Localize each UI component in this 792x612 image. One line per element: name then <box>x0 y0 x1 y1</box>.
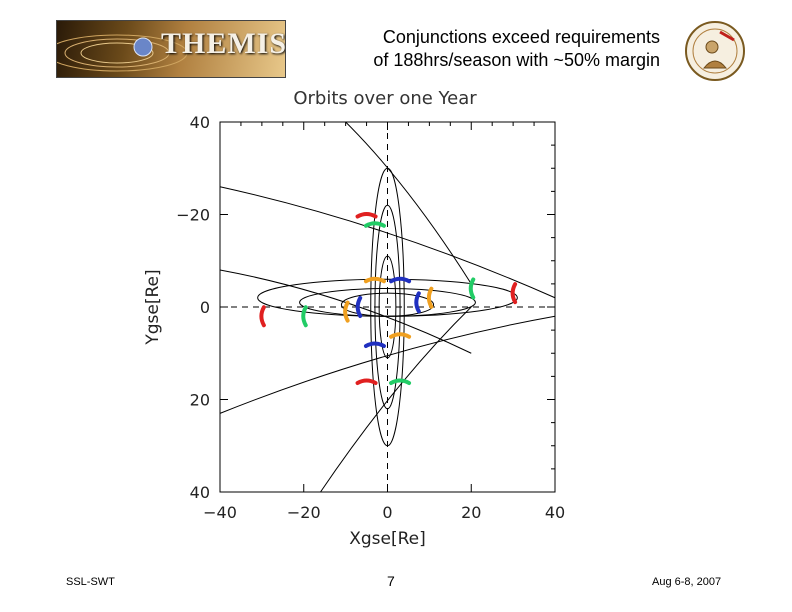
conjunction-arc-green <box>363 221 386 228</box>
x-tick-label: −20 <box>287 503 321 522</box>
field-line <box>345 121 472 285</box>
conjunction-arc-orange <box>389 332 412 339</box>
x-axis-label: Xgse[Re] <box>349 529 426 549</box>
orbit-ellipse <box>378 255 397 359</box>
slide-title: Conjunctions exceed requirements of 188h… <box>290 26 660 72</box>
x-tick-label: −40 <box>203 503 237 522</box>
conjunction-arc-green <box>301 305 308 328</box>
footer-organization: SSL-SWT <box>66 576 115 588</box>
title-line-1: Conjunctions exceed requirements <box>382 27 660 47</box>
conjunction-arc-orange <box>343 300 350 323</box>
y-tick-label: 40 <box>190 113 210 132</box>
field-line <box>219 315 556 414</box>
page-number: 7 <box>387 573 395 589</box>
y-tick-label: −20 <box>176 206 210 225</box>
chart-title: Orbits over one Year <box>293 88 477 109</box>
y-tick-label: 40 <box>190 483 210 502</box>
logo-orbit-graphic <box>57 34 188 72</box>
orbit-ellipse <box>340 292 435 317</box>
conjunction-marks <box>259 212 518 385</box>
title-line-2: of 188hrs/season with ~50% margin <box>373 50 660 70</box>
conjunction-arc-blue <box>414 291 421 314</box>
conjunction-arc-red <box>510 282 518 305</box>
conjunction-arc-orange <box>363 276 386 284</box>
orbits-chart: Orbits over one Year −4040−20200020−2040… <box>143 88 565 549</box>
y-tick-label: 0 <box>200 298 210 317</box>
x-tick-label: 40 <box>545 503 565 522</box>
field-line <box>219 186 556 299</box>
y-axis-label: Ygse[Re] <box>143 269 163 345</box>
conjunction-arc-red <box>355 212 378 219</box>
themis-logo: THEMIS <box>56 20 286 78</box>
conjunction-arc-red <box>355 378 378 385</box>
mission-badge-icon <box>685 21 745 81</box>
field-line <box>320 306 472 493</box>
conjunction-arc-red <box>259 305 266 328</box>
y-tick-label: 20 <box>190 391 210 410</box>
orbit-ellipse <box>374 204 401 410</box>
x-tick-label: 0 <box>382 503 392 522</box>
conjunction-arc-blue <box>355 296 363 318</box>
conjunction-arc-green <box>468 277 476 300</box>
conjunction-arc-orange <box>426 286 434 309</box>
conjunction-arc-blue <box>389 276 412 284</box>
conjunction-arc-blue <box>363 341 386 348</box>
x-tick-label: 20 <box>461 503 481 522</box>
footer-date: Aug 6-8, 2007 <box>652 576 722 588</box>
conjunction-arc-green <box>389 378 412 385</box>
logo-text: THEMIS <box>161 27 286 60</box>
